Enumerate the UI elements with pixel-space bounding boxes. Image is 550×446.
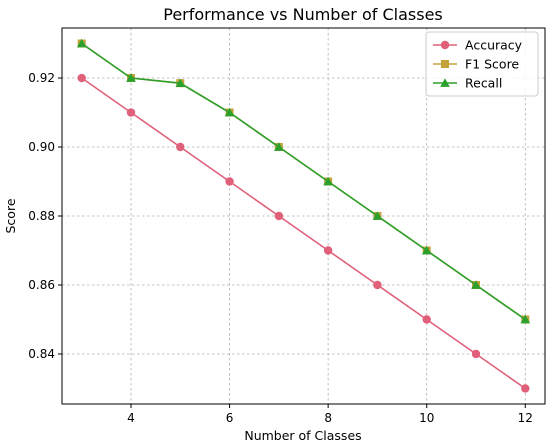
legend-item-f1-score: F1 Score [433, 57, 519, 72]
x-tick-label: 12 [518, 411, 533, 425]
legend-label: Accuracy [465, 38, 523, 53]
recall-point [76, 38, 87, 48]
legend-item-recall: Recall [433, 76, 502, 91]
recall-line [81, 42, 526, 321]
recall-point [372, 211, 383, 220]
accuracy-point [176, 142, 185, 152]
recall-point [323, 176, 333, 186]
recall-point [520, 314, 531, 324]
x-axis: 4 6 8 10 12 [127, 404, 533, 425]
legend-marker [440, 40, 450, 50]
accuracy-point [471, 349, 481, 359]
recall-point [224, 107, 235, 117]
legend-marker [440, 78, 450, 87]
y-axis-label: Score [3, 198, 18, 233]
x-tick-label: 4 [127, 411, 135, 425]
legend-label: F1 Score [465, 57, 519, 72]
legend-marker [441, 60, 449, 68]
recall-point [126, 73, 136, 82]
accuracy-point [225, 177, 234, 186]
accuracy-point [274, 211, 284, 221]
grid [62, 28, 545, 404]
legend-item-accuracy: Accuracy [433, 38, 523, 53]
legend-label: Recall [465, 76, 502, 91]
y-tick-label: 0.90 [28, 140, 55, 154]
chart-title: Performance vs Number of Classes [163, 5, 443, 24]
y-axis: 0.84 0.86 0.88 0.90 0.92 [28, 71, 62, 361]
x-tick-label: 8 [324, 411, 332, 425]
accuracy-point [373, 280, 382, 290]
accuracy-point [521, 384, 530, 393]
accuracy-point [77, 73, 86, 83]
x-tick-label: 10 [419, 411, 434, 425]
series-layer [76, 38, 531, 393]
series-recall [76, 38, 531, 324]
accuracy-point [126, 108, 136, 117]
recall-point [471, 280, 481, 289]
accuracy-point [422, 315, 431, 324]
x-axis-label: Number of Classes [244, 428, 361, 443]
legend-box [425, 31, 539, 97]
recall-point [274, 142, 284, 151]
y-tick-label: 0.92 [28, 71, 55, 85]
y-tick-label: 0.88 [28, 209, 55, 223]
series-accuracy [77, 73, 530, 393]
accuracy-point [323, 246, 333, 255]
legend: Accuracy F1 Score Recall [425, 31, 539, 97]
recall-point [421, 245, 432, 255]
y-tick-label: 0.84 [28, 347, 55, 361]
y-tick-label: 0.86 [28, 278, 55, 292]
accuracy-line [81, 77, 526, 390]
x-tick-label: 6 [226, 411, 234, 425]
recall-point [175, 78, 186, 88]
